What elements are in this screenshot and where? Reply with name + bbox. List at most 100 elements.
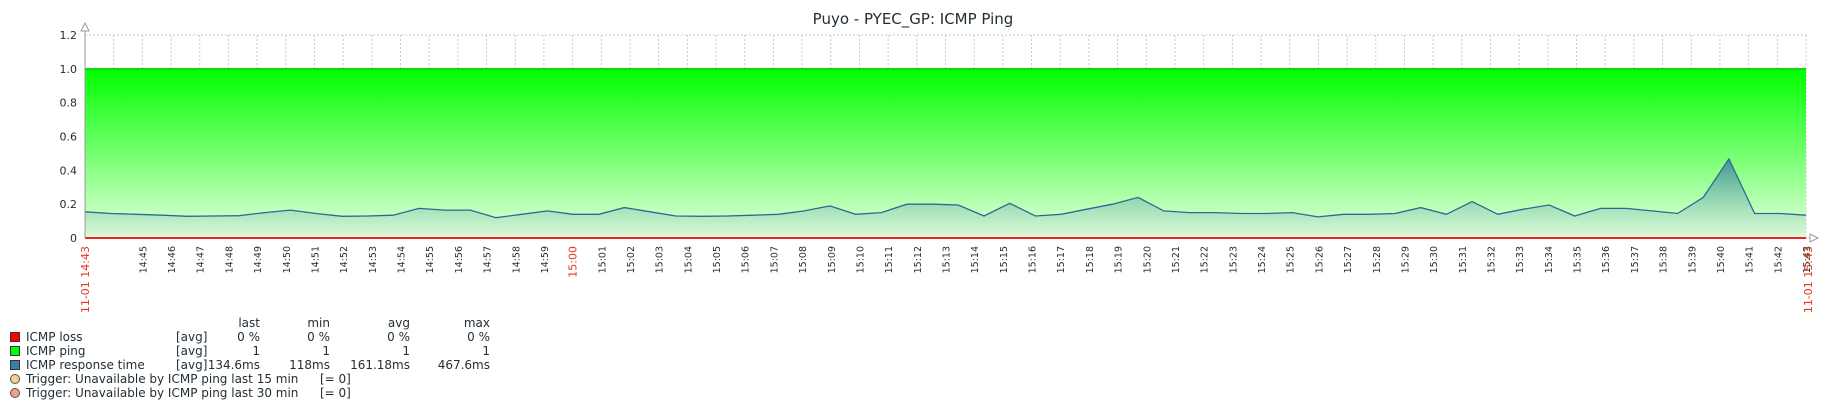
y-tick-label: 1.2	[60, 29, 78, 42]
x-tick-label: 15:10	[855, 246, 866, 273]
x-tick-label: 15:31	[1458, 246, 1469, 273]
x-tick-label: 14:53	[368, 246, 379, 273]
x-tick-label: 14:52	[339, 246, 350, 273]
x-end-label: 11-01 15:43	[1802, 246, 1815, 312]
chart: Puyo - PYEC_GP: ICMP Ping 0 0.2 0.4 0.6 0.8 1…	[60, 10, 1820, 312]
x-tick-label: 14:56	[454, 246, 465, 273]
legend-item-func: [avg]	[176, 330, 208, 344]
x-tick-label: 15:05	[712, 246, 723, 273]
chart-title: Puyo - PYEC_GP: ICMP Ping	[813, 10, 1014, 29]
x-tick-label: 15:37	[1630, 246, 1641, 273]
legend-header-avg: avg	[387, 316, 410, 330]
legend-swatch	[10, 360, 20, 370]
x-tick-label: 15:14	[970, 246, 981, 273]
trigger-dot-icon	[10, 388, 20, 398]
x-tick-label: 15:33	[1515, 246, 1526, 273]
legend-swatch	[10, 346, 20, 356]
x-tick-label: 15:19	[1114, 246, 1125, 273]
x-tick-label: 15:07	[769, 246, 780, 273]
x-tick-label: 14:54	[397, 246, 408, 273]
x-tick-label: 15:01	[597, 246, 608, 273]
x-tick-label: 15:11	[884, 246, 895, 273]
x-tick-label: 14:49	[253, 246, 264, 273]
x-tick-label: 15:20	[1142, 246, 1153, 273]
legend-item-name: ICMP response time	[26, 358, 145, 372]
x-tick-label: 15:18	[1085, 246, 1096, 273]
x-tick-label: 15:35	[1573, 246, 1584, 273]
y-axis-arrow	[80, 21, 90, 32]
x-tick-label: 15:23	[1228, 246, 1239, 273]
axes	[80, 21, 1820, 243]
x-tick-labels: 11-01 14:43 14:45 14:46 14:47 14:48 14:49 14:5…	[79, 246, 1815, 312]
legend-item-last: 134.6ms	[207, 358, 260, 372]
x-tick-label: 15:28	[1372, 246, 1383, 273]
x-tick-label: 15:43	[1802, 246, 1813, 273]
x-tick-label: 14:55	[425, 246, 436, 273]
x-tick-label: 15:06	[741, 246, 752, 273]
x-tick-label: 15:25	[1286, 246, 1297, 273]
legend-header-min: min	[307, 316, 330, 330]
x-tick-label: 14:59	[540, 246, 551, 273]
x-tick-label: 15:42	[1773, 246, 1784, 273]
x-tick-label: 15:16	[1028, 246, 1039, 273]
x-tick-label: 15:36	[1601, 246, 1612, 273]
x-tick-label: 15:30	[1429, 246, 1440, 273]
legend-item-func: [avg]	[176, 358, 208, 372]
legend-item-name: ICMP ping	[26, 344, 86, 358]
legend-swatch	[10, 332, 20, 342]
legend-header-max: max	[463, 316, 490, 330]
series-icmp-response-time-area	[85, 158, 1806, 238]
x-tick-label: 15:32	[1486, 246, 1497, 273]
y-tick-label: 0.8	[60, 97, 78, 110]
x-tick-label: 14:50	[282, 246, 293, 273]
x-tick-label: 14:45	[138, 246, 149, 273]
x-tick-label: 15:12	[913, 246, 924, 273]
x-axis-arrow	[1809, 233, 1820, 243]
trigger-value: [= 0]	[320, 386, 351, 400]
x-tick-label: 15:02	[626, 246, 637, 273]
y-tick-label: 0.2	[60, 198, 78, 211]
x-tick-label: 15:15	[999, 246, 1010, 273]
legend-item-min: 0 %	[307, 330, 330, 344]
y-tick-label: 1.0	[60, 63, 78, 76]
x-start-label: 11-01 14:43	[79, 246, 92, 312]
legend-item-max: 0 %	[467, 330, 490, 344]
trigger-label: Trigger: Unavailable by ICMP ping last 1…	[26, 372, 299, 386]
x-tick-label: 14:58	[511, 246, 522, 273]
x-tick-label: 15:21	[1171, 246, 1182, 273]
y-tick-label: 0.4	[60, 164, 78, 177]
y-tick-label: 0.6	[60, 131, 78, 144]
legend-item-max: 1	[482, 344, 490, 358]
x-tick-label: 15:13	[942, 246, 953, 273]
x-tick-label: 15:08	[798, 246, 809, 273]
trigger-dot-icon	[10, 374, 20, 384]
x-tick-label: 15:41	[1745, 246, 1756, 273]
x-tick-label: 15:29	[1400, 246, 1411, 273]
legend-header-last: last	[238, 316, 260, 330]
x-tick-label: 15:04	[683, 246, 694, 273]
trigger-value: [= 0]	[320, 372, 351, 386]
x-tick-label: 15:27	[1343, 246, 1354, 273]
legend-item-last: 0 %	[237, 330, 260, 344]
x-tick-label: 14:47	[196, 246, 207, 273]
x-tick-label: 15:38	[1659, 246, 1670, 273]
x-tick-label: 14:48	[224, 246, 235, 273]
x-tick-label: 14:51	[310, 246, 321, 273]
x-tick-label: 14:46	[167, 246, 178, 273]
x-tick-label: 15:17	[1056, 246, 1067, 273]
x-tick-label: 14:57	[483, 246, 494, 273]
legend-item-func: [avg]	[176, 344, 208, 358]
legend-item-last: 1	[252, 344, 260, 358]
x-tick-label: 15:22	[1200, 246, 1211, 273]
series-icmp-response-time-line	[84, 157, 1807, 219]
y-tick-label: 0	[70, 232, 77, 245]
trigger-label: Trigger: Unavailable by ICMP ping last 3…	[26, 386, 299, 400]
legend-item-avg: 161.18ms	[350, 358, 410, 372]
plot-areas	[84, 68, 1807, 239]
x-tick-label: 15:39	[1687, 246, 1698, 273]
legend-item-max: 467.6ms	[437, 358, 490, 372]
x-tick-label: 15:00	[567, 246, 580, 278]
y-tick-labels: 0 0.2 0.4 0.6 0.8 1.0 1.2	[60, 29, 78, 245]
legend-item-min: 118ms	[289, 358, 330, 372]
legend-item-avg: 1	[402, 344, 410, 358]
